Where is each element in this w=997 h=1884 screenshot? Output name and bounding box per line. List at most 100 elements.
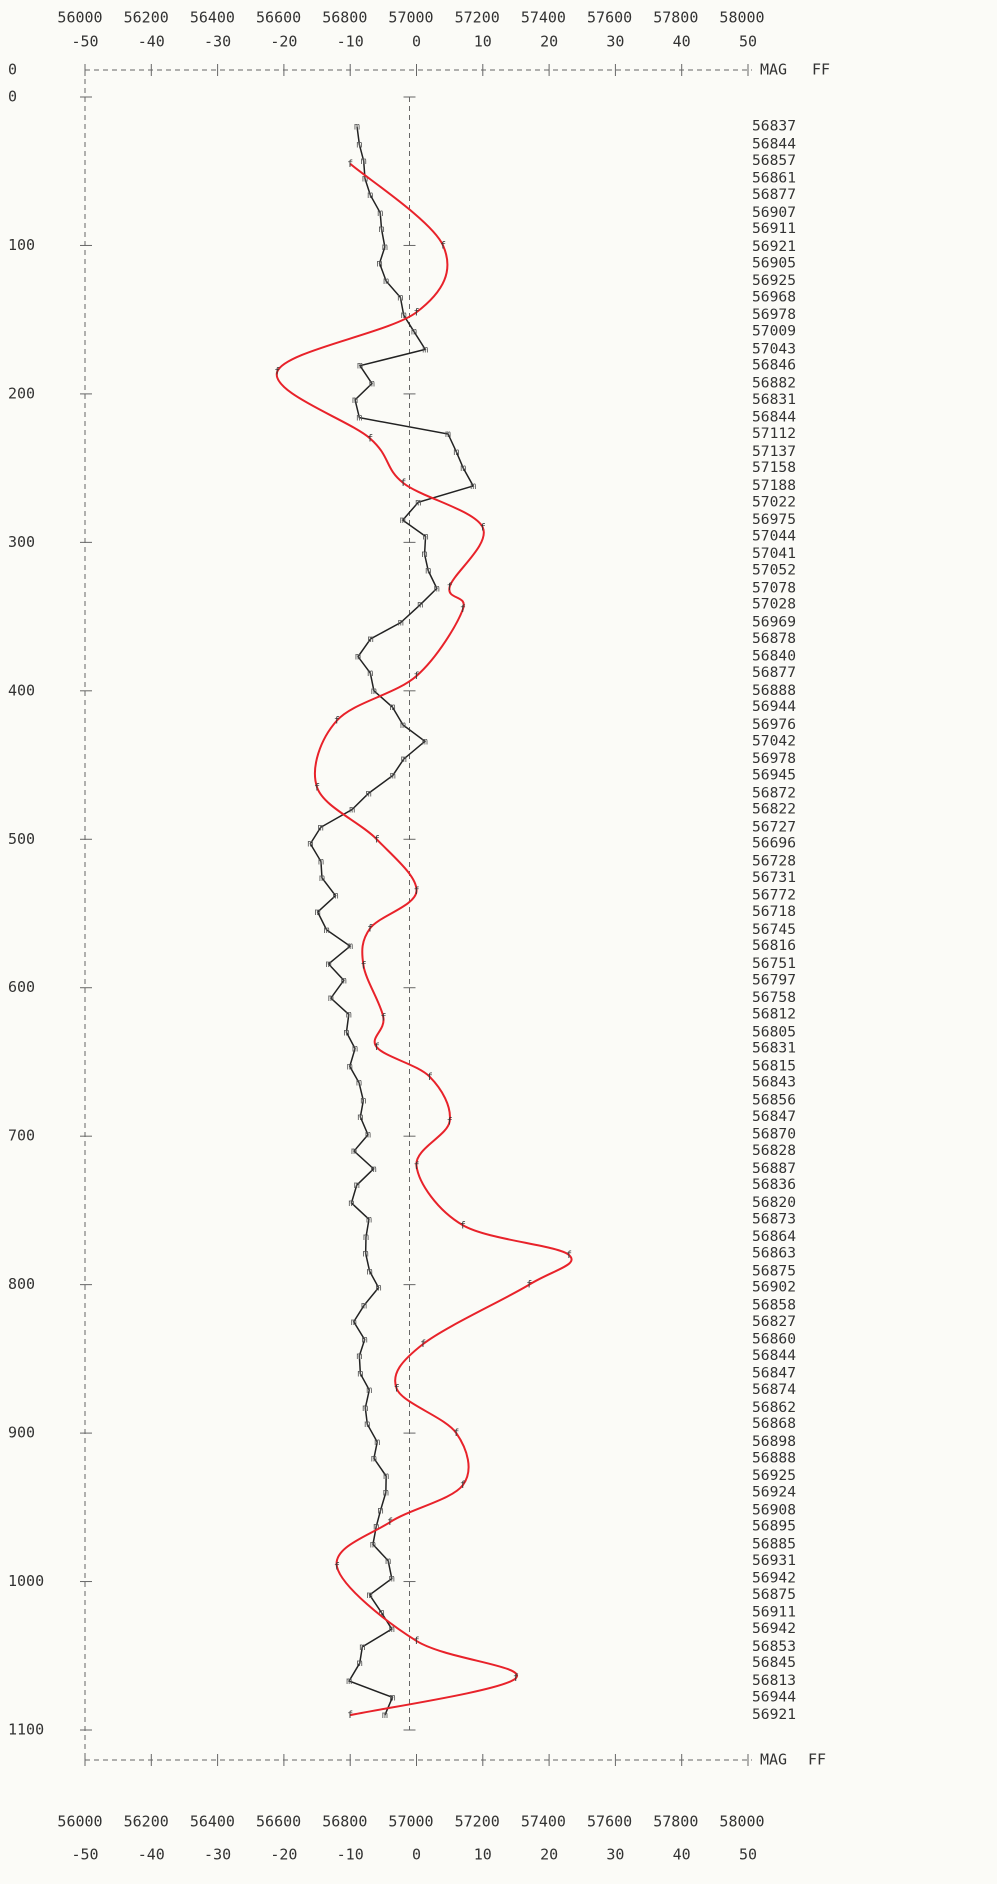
point-marker: f <box>274 367 280 378</box>
mag-value-label: 56731 <box>752 870 796 886</box>
depth-tick-label: 700 <box>8 1127 35 1145</box>
point-marker: m <box>367 668 373 679</box>
mag-tick-label: 57000 <box>388 9 433 27</box>
depth-tick-label: 900 <box>8 1424 35 1442</box>
point-marker: m <box>343 1027 349 1038</box>
mag-tick-label: 56600 <box>256 9 301 27</box>
ff-tick-label: -30 <box>204 1846 231 1864</box>
point-marker: m <box>357 1369 363 1380</box>
depth-tick-label: 1100 <box>8 1721 44 1739</box>
mag-value-label: 56758 <box>752 990 796 1006</box>
point-marker: f <box>334 1562 340 1573</box>
point-marker: f <box>460 1480 466 1491</box>
point-marker: f <box>413 1636 419 1647</box>
mag-value-label: 57158 <box>752 460 796 476</box>
ff-tick-label: 20 <box>540 1846 558 1864</box>
point-marker: f <box>526 1280 532 1291</box>
mag-value-label: 56888 <box>752 683 796 699</box>
mag-value-label: 56844 <box>752 410 796 426</box>
mag-tick-label: 57400 <box>521 1813 566 1831</box>
point-marker: m <box>383 1471 389 1482</box>
depth-tick-label: 500 <box>8 830 35 848</box>
point-marker: m <box>376 1283 382 1294</box>
mag-value-label: 57078 <box>752 580 796 596</box>
depth-tick-label: 800 <box>8 1275 35 1293</box>
point-marker: m <box>369 379 375 390</box>
point-marker: m <box>400 720 406 731</box>
mag-tick-label: 57800 <box>653 9 698 27</box>
point-marker: m <box>397 292 403 303</box>
mag-value-label: 56844 <box>752 137 796 153</box>
point-marker: m <box>398 618 404 629</box>
ff-tick-label: 30 <box>606 1846 624 1864</box>
mag-axis-label: MAG <box>760 1751 787 1769</box>
mag-value-label: 56820 <box>752 1195 796 1211</box>
ff-tick-label: 30 <box>606 33 624 51</box>
ff-axis-label: FF <box>808 1751 826 1769</box>
point-marker: m <box>354 122 360 133</box>
corner-label: 0 <box>8 61 17 79</box>
mag-tick-label: 57600 <box>587 9 632 27</box>
ff-tick-label: -10 <box>337 1846 364 1864</box>
depth-tick-label: 600 <box>8 978 35 996</box>
mag-value-label: 56885 <box>752 1536 796 1552</box>
point-marker: f <box>367 923 373 934</box>
point-marker: m <box>373 1522 379 1533</box>
mag-value-label: 57112 <box>752 426 796 442</box>
depth-tick-label: 300 <box>8 533 35 551</box>
mag-value-label: 57042 <box>752 733 796 749</box>
point-marker: m <box>351 1146 357 1157</box>
mag-value-label: 56969 <box>752 615 796 631</box>
mag-value-label: 56812 <box>752 1006 796 1022</box>
point-marker: m <box>367 1266 373 1277</box>
mag-value-label: 57043 <box>752 341 796 357</box>
point-marker: f <box>374 834 380 845</box>
point-marker: m <box>370 1539 376 1550</box>
mag-line <box>309 126 475 1716</box>
mag-value-label: 56887 <box>752 1161 796 1177</box>
point-marker: f <box>400 478 406 489</box>
point-marker: m <box>367 1590 373 1601</box>
ff-axis-label: FF <box>812 61 830 79</box>
point-marker: f <box>413 307 419 318</box>
point-marker: f <box>374 1042 380 1053</box>
point-marker: m <box>417 600 423 611</box>
point-marker: m <box>460 463 466 474</box>
mag-value-label: 57041 <box>752 546 796 562</box>
mag-value-label: 56822 <box>752 802 796 818</box>
point-marker: m <box>356 140 362 151</box>
point-marker: m <box>362 1403 368 1414</box>
point-marker: m <box>355 652 361 663</box>
point-marker: m <box>400 515 406 526</box>
mag-value-label: 56816 <box>752 938 796 954</box>
point-marker: m <box>377 208 383 219</box>
mag-value-label: 56828 <box>752 1143 796 1159</box>
ff-tick-label: 10 <box>474 1846 492 1864</box>
mag-value-label: 56728 <box>752 854 796 870</box>
point-marker: m <box>324 925 330 936</box>
mag-value-label: 56696 <box>752 836 796 852</box>
point-marker: m <box>363 1248 369 1259</box>
mag-value-label: 56877 <box>752 187 796 203</box>
point-marker: m <box>351 1317 357 1328</box>
point-marker: f <box>380 1012 386 1023</box>
mag-value-label: 56888 <box>752 1450 796 1466</box>
mag-value-label: 56921 <box>752 1707 796 1723</box>
ff-tick-label: 40 <box>673 1846 691 1864</box>
mag-tick-label: 58000 <box>719 9 764 27</box>
mag-value-label: 56837 <box>752 119 796 135</box>
point-marker: m <box>389 1624 395 1635</box>
mag-tick-label: 56600 <box>256 1813 301 1831</box>
ff-tick-label: -50 <box>71 1846 98 1864</box>
mag-value-label: 56877 <box>752 665 796 681</box>
mag-value-label: 56925 <box>752 1468 796 1484</box>
mag-value-label: 56907 <box>752 205 796 221</box>
point-marker: f <box>427 1072 433 1083</box>
mag-value-label: 56911 <box>752 1605 796 1621</box>
mag-tick-label: 57000 <box>388 1813 433 1831</box>
mag-tick-label: 58000 <box>719 1813 764 1831</box>
point-marker: m <box>318 857 324 868</box>
mag-tick-label: 57400 <box>521 9 566 27</box>
point-marker: m <box>385 1556 391 1567</box>
